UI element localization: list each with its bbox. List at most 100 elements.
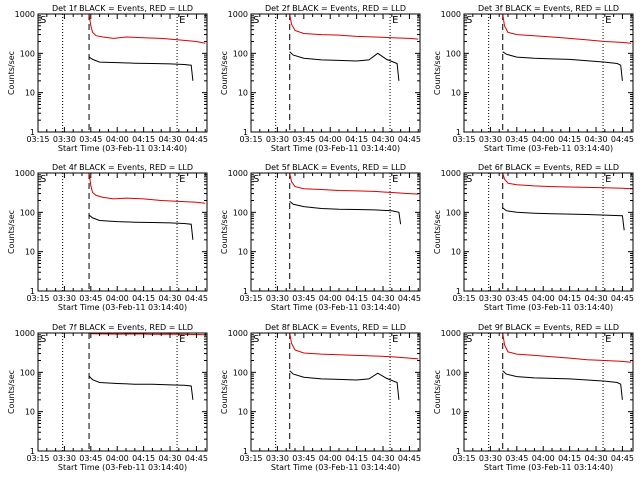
plot-frame bbox=[463, 13, 634, 133]
marker-s: S bbox=[466, 174, 472, 185]
plot-frame bbox=[37, 172, 208, 292]
plot-frame bbox=[463, 332, 634, 452]
x-tick-label: 04:30 bbox=[159, 135, 182, 144]
panel-5: Det 5f BLACK = Events, RED = LLD S E 1 10 100… bbox=[220, 163, 421, 312]
y-tick-label: 10 bbox=[238, 408, 248, 417]
y-tick-label: 1000 bbox=[228, 329, 248, 338]
y-tick-label: 1 bbox=[243, 128, 248, 137]
marker-e: E bbox=[179, 15, 185, 26]
x-tick-label: 03:15 bbox=[26, 294, 49, 303]
panel-title: Det 4f BLACK = Events, RED = LLD bbox=[52, 163, 193, 172]
y-axis-label: Counts/sec bbox=[220, 210, 229, 254]
x-tick-label: 04:30 bbox=[585, 454, 608, 463]
x-tick-label: 03:15 bbox=[452, 135, 475, 144]
x-tick-label: 04:00 bbox=[106, 454, 129, 463]
x-axis-label: Start Time (03-Feb-11 03:14:40) bbox=[484, 144, 613, 153]
x-tick-label: 04:45 bbox=[185, 454, 208, 463]
y-axis-label: Counts/sec bbox=[433, 370, 442, 414]
x-tick-label: 04:45 bbox=[398, 294, 421, 303]
x-tick-label: 04:00 bbox=[106, 294, 129, 303]
x-tick-label: 03:15 bbox=[239, 294, 262, 303]
series-events bbox=[289, 370, 400, 400]
marker-s: S bbox=[253, 334, 259, 345]
y-tick-label: 100 bbox=[233, 49, 248, 58]
x-tick-label: 03:30 bbox=[53, 454, 76, 463]
y-tick-label: 1 bbox=[243, 447, 248, 456]
x-axis-label: Start Time (03-Feb-11 03:14:40) bbox=[271, 144, 400, 153]
marker-e: E bbox=[179, 334, 185, 345]
x-tick-label: 03:45 bbox=[505, 135, 528, 144]
panel-1: Det 1f BLACK = Events, RED = LLD S E 1 10 100… bbox=[7, 4, 208, 153]
x-tick-label: 03:15 bbox=[26, 135, 49, 144]
panel-title: Det 8f BLACK = Events, RED = LLD bbox=[265, 323, 406, 332]
x-tick-label: 03:30 bbox=[53, 135, 76, 144]
x-axis-label: Start Time (03-Feb-11 03:14:40) bbox=[484, 463, 613, 472]
x-tick-label: 03:45 bbox=[505, 294, 528, 303]
x-tick-label: 03:45 bbox=[79, 135, 102, 144]
x-tick-label: 03:30 bbox=[479, 135, 502, 144]
x-tick-label: 04:30 bbox=[159, 294, 182, 303]
y-tick-label: 100 bbox=[446, 208, 461, 217]
x-tick-label: 03:15 bbox=[452, 454, 475, 463]
x-tick-label: 04:15 bbox=[132, 294, 155, 303]
plot-frame bbox=[37, 13, 208, 133]
x-tick-label: 04:00 bbox=[319, 135, 342, 144]
y-tick-label: 10 bbox=[451, 248, 461, 257]
plot-frame bbox=[37, 332, 208, 452]
marker-s: S bbox=[466, 334, 472, 345]
y-axis-label: Counts/sec bbox=[433, 51, 442, 95]
x-tick-label: 03:45 bbox=[292, 135, 315, 144]
x-tick-label: 04:00 bbox=[106, 135, 129, 144]
y-tick-label: 1 bbox=[243, 287, 248, 296]
y-tick-label: 1000 bbox=[441, 169, 461, 178]
x-tick-label: 03:30 bbox=[53, 294, 76, 303]
x-tick-label: 04:45 bbox=[611, 135, 634, 144]
x-tick-label: 03:15 bbox=[239, 454, 262, 463]
marker-e: E bbox=[179, 174, 185, 185]
series-lld bbox=[502, 332, 632, 363]
x-axis-label: Start Time (03-Feb-11 03:14:40) bbox=[484, 303, 613, 312]
panel-7: Det 7f BLACK = Events, RED = LLD S E 1 10 100… bbox=[7, 323, 208, 472]
panel-4: Det 4f BLACK = Events, RED = LLD S E 1 10 100… bbox=[7, 163, 208, 312]
series-lld bbox=[88, 172, 206, 204]
y-tick-label: 10 bbox=[25, 89, 35, 98]
x-axis-label: Start Time (03-Feb-11 03:14:40) bbox=[271, 303, 400, 312]
y-axis-label: Counts/sec bbox=[220, 370, 229, 414]
marker-e: E bbox=[605, 334, 611, 345]
y-tick-label: 1000 bbox=[441, 10, 461, 19]
y-tick-label: 1 bbox=[456, 447, 461, 456]
x-tick-label: 03:15 bbox=[26, 454, 49, 463]
x-tick-label: 04:15 bbox=[132, 454, 155, 463]
x-tick-label: 03:30 bbox=[266, 454, 289, 463]
series-events bbox=[502, 51, 623, 81]
x-tick-label: 03:45 bbox=[505, 454, 528, 463]
marker-e: E bbox=[605, 15, 611, 26]
x-tick-label: 04:45 bbox=[185, 135, 208, 144]
x-axis-label: Start Time (03-Feb-11 03:14:40) bbox=[58, 144, 187, 153]
x-tick-label: 03:45 bbox=[79, 294, 102, 303]
x-tick-label: 04:45 bbox=[185, 294, 208, 303]
marker-e: E bbox=[392, 174, 398, 185]
y-tick-label: 1000 bbox=[228, 169, 248, 178]
series-events bbox=[502, 207, 625, 231]
panel-title: Det 7f BLACK = Events, RED = LLD bbox=[52, 323, 193, 332]
y-tick-label: 1000 bbox=[441, 329, 461, 338]
y-axis-label: Counts/sec bbox=[7, 210, 16, 254]
x-tick-label: 04:45 bbox=[611, 454, 634, 463]
x-axis-label: Start Time (03-Feb-11 03:14:40) bbox=[271, 463, 400, 472]
x-tick-label: 03:15 bbox=[452, 294, 475, 303]
panel-2: Det 2f BLACK = Events, RED = LLD S E 1 10 100… bbox=[220, 4, 421, 153]
x-tick-label: 03:45 bbox=[79, 454, 102, 463]
y-tick-label: 10 bbox=[238, 89, 248, 98]
y-axis-label: Counts/sec bbox=[433, 210, 442, 254]
x-tick-label: 04:00 bbox=[532, 454, 555, 463]
y-tick-label: 1000 bbox=[15, 10, 35, 19]
plot-frame bbox=[250, 172, 421, 292]
series-lld bbox=[502, 172, 632, 190]
series-lld bbox=[88, 13, 206, 44]
series-lld bbox=[289, 13, 419, 40]
y-tick-label: 100 bbox=[20, 208, 35, 217]
plot-frame bbox=[463, 172, 634, 292]
